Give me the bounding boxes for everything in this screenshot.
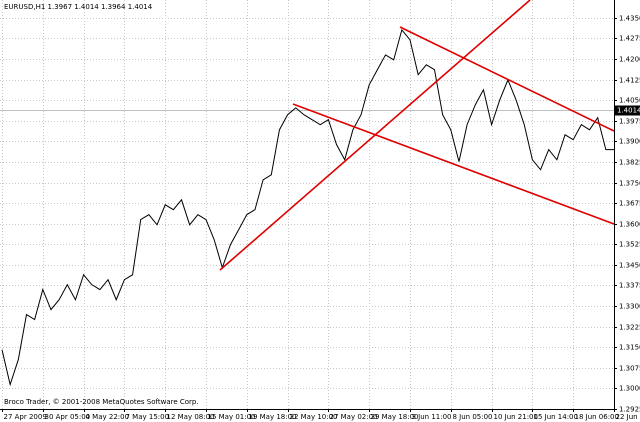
data-layer <box>1 28 614 387</box>
x-tick-label: 12 May 08:00 <box>167 413 215 421</box>
x-tick-label: 3 Jun 11:00 <box>412 413 452 421</box>
x-tick-label: 18 Jun 06:00 <box>575 413 619 421</box>
last-price-box <box>615 105 640 116</box>
y-tick-label: 1.4275 <box>619 35 640 43</box>
x-tick-label: 15 Jun 14:00 <box>534 413 578 421</box>
trendline <box>292 103 615 225</box>
y-tick-label: 1.3300 <box>619 303 640 311</box>
x-tick-label: 22 May 10:00 <box>290 413 338 421</box>
y-tick-label: 1.3975 <box>619 118 640 126</box>
x-tick-label: 10 Jun 21:00 <box>494 413 538 421</box>
x-tick-label: 19 May 18:00 <box>249 413 297 421</box>
grid-layer <box>0 0 615 410</box>
last-price-label: 1.4014 <box>617 107 640 115</box>
y-tick-label: 1.3375 <box>619 282 640 290</box>
y-tick-label: 1.3675 <box>619 200 640 208</box>
y-tick-label: 1.3000 <box>619 385 640 393</box>
y-tick-label: 1.4200 <box>619 56 640 64</box>
y-tick-label: 1.3150 <box>619 344 640 352</box>
y-tick-label: 1.3075 <box>619 365 640 373</box>
x-tick-label: 27 May 02:00 <box>330 413 378 421</box>
y-tick-label: 1.3225 <box>619 324 640 332</box>
y-tick-label: 1.4050 <box>619 97 640 105</box>
y-tick-label: 1.4125 <box>619 77 640 85</box>
y-tick-label: 1.3900 <box>619 138 640 146</box>
y-tick-label: 1.3825 <box>619 159 640 167</box>
y-tick-label: 1.3750 <box>619 180 640 188</box>
x-tick-label: 29 May 18:00 <box>371 413 419 421</box>
y-tick-label: 1.3600 <box>619 221 640 229</box>
x-tick-label: 30 Apr 05:00 <box>45 413 91 421</box>
y-tick-label: 1.3450 <box>619 262 640 270</box>
x-tick-label: 22 Jun 23:00 <box>616 413 640 421</box>
chart-title: EURUSD,H1 1.3967 1.4014 1.3964 1.4014 <box>4 3 153 11</box>
y-tick-label: 1.3525 <box>619 241 640 249</box>
x-tick-label: 27 Apr 2009 <box>4 413 47 421</box>
x-tick-label: 15 May 01:00 <box>208 413 256 421</box>
x-tick-label: 7 May 15:00 <box>126 413 170 421</box>
y-tick-label: 1.4350 <box>619 15 640 23</box>
price-line <box>1 28 614 387</box>
x-tick-label: 8 Jun 05:00 <box>453 413 493 421</box>
trendline <box>399 26 615 132</box>
trendlines <box>219 0 615 271</box>
x-tick-label: 4 May 22:00 <box>86 413 130 421</box>
copyright: Broco Trader, © 2001-2008 MetaQuotes Sof… <box>4 398 199 406</box>
y-tick-label: 1.2925 <box>619 406 640 414</box>
